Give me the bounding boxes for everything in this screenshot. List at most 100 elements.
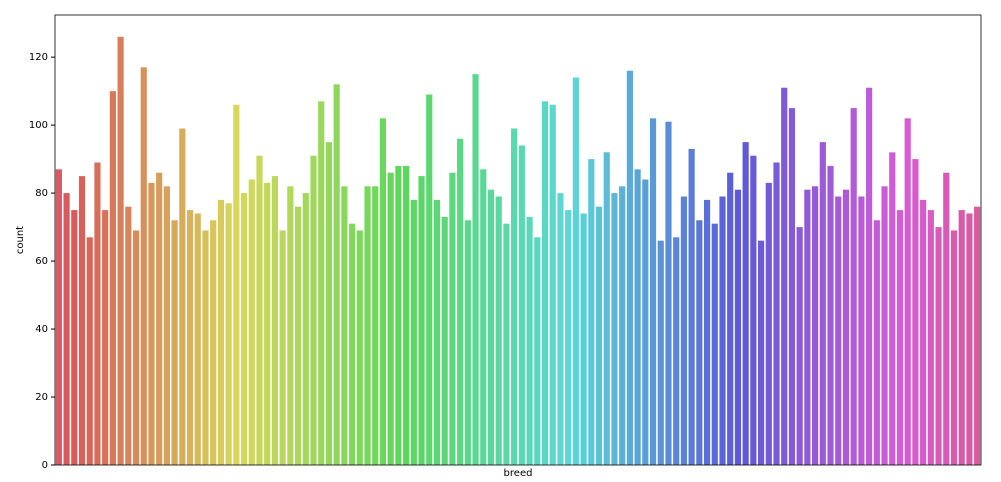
bar bbox=[271, 176, 279, 465]
bar bbox=[719, 196, 726, 465]
bar bbox=[842, 189, 850, 466]
bar bbox=[318, 101, 325, 465]
bar bbox=[194, 213, 201, 465]
bar bbox=[487, 189, 495, 466]
bar bbox=[294, 206, 302, 466]
bar bbox=[441, 216, 448, 465]
bar bbox=[426, 94, 433, 465]
bar bbox=[349, 223, 356, 465]
bar bbox=[549, 104, 556, 466]
bar bbox=[896, 210, 904, 465]
bar bbox=[395, 165, 402, 465]
bar bbox=[117, 36, 124, 466]
bar bbox=[565, 210, 572, 465]
bar bbox=[248, 179, 255, 465]
y-tick-label: 40 bbox=[35, 324, 48, 335]
bar bbox=[657, 240, 664, 465]
bar bbox=[943, 172, 950, 466]
bar bbox=[55, 169, 62, 466]
bar bbox=[734, 189, 742, 466]
bar bbox=[179, 128, 186, 465]
y-tick-label: 0 bbox=[42, 460, 48, 471]
bar bbox=[819, 142, 826, 465]
bar bbox=[580, 213, 587, 465]
y-axis-label: count bbox=[15, 226, 26, 254]
bar bbox=[94, 162, 101, 465]
bar bbox=[410, 199, 417, 465]
bar bbox=[356, 230, 363, 465]
bar bbox=[634, 169, 641, 466]
bar bbox=[873, 220, 880, 465]
bar bbox=[148, 182, 155, 465]
bar bbox=[827, 165, 834, 465]
bar bbox=[866, 87, 873, 466]
bar bbox=[387, 172, 394, 466]
bar bbox=[63, 193, 70, 465]
bar bbox=[225, 203, 232, 466]
bar bbox=[264, 182, 271, 465]
bar bbox=[912, 159, 919, 465]
plot-frame bbox=[54, 14, 982, 466]
bar bbox=[696, 220, 703, 465]
bar bbox=[850, 108, 857, 465]
bar bbox=[788, 108, 796, 465]
bar bbox=[302, 193, 309, 465]
bar bbox=[781, 87, 788, 466]
y-tick-label: 120 bbox=[29, 52, 48, 63]
bar bbox=[881, 186, 888, 466]
bar bbox=[364, 186, 371, 466]
bar bbox=[757, 240, 765, 465]
bar bbox=[472, 74, 479, 465]
bar bbox=[186, 210, 194, 465]
bar bbox=[325, 142, 333, 465]
bar bbox=[233, 104, 240, 466]
bar bbox=[418, 176, 425, 465]
bar bbox=[742, 142, 749, 465]
bar bbox=[86, 237, 93, 465]
bar bbox=[796, 227, 803, 465]
bar bbox=[518, 145, 525, 465]
bar bbox=[125, 206, 132, 466]
y-tick-label: 20 bbox=[35, 392, 48, 403]
bar bbox=[526, 216, 533, 465]
bar bbox=[379, 118, 387, 465]
bar bbox=[904, 118, 911, 465]
bar bbox=[572, 77, 579, 465]
bar bbox=[603, 152, 610, 466]
bar bbox=[71, 210, 78, 465]
bar bbox=[619, 186, 626, 466]
bar bbox=[935, 227, 942, 465]
bar bbox=[950, 230, 958, 465]
bar bbox=[557, 193, 564, 465]
bar bbox=[310, 155, 317, 466]
bar bbox=[688, 148, 695, 465]
bar bbox=[958, 210, 965, 465]
bar bbox=[279, 230, 286, 465]
bar bbox=[511, 128, 518, 465]
bar bbox=[974, 206, 981, 466]
bar bbox=[503, 223, 510, 465]
bar bbox=[541, 101, 549, 465]
bar bbox=[78, 176, 86, 465]
bar bbox=[835, 196, 842, 465]
bar bbox=[449, 172, 456, 466]
bar bbox=[927, 210, 934, 465]
bar bbox=[812, 186, 819, 466]
x-axis-label: breed bbox=[504, 468, 533, 478]
y-tick-label: 80 bbox=[35, 188, 48, 199]
y-tick-label: 100 bbox=[29, 120, 48, 131]
bar bbox=[750, 155, 757, 466]
bar bbox=[680, 196, 687, 465]
bar bbox=[403, 165, 410, 465]
y-tick-label: 60 bbox=[35, 256, 48, 267]
bar bbox=[727, 172, 734, 466]
bar bbox=[341, 186, 348, 466]
bar bbox=[132, 230, 140, 465]
bar bbox=[217, 199, 224, 465]
bar bbox=[464, 220, 471, 465]
bar bbox=[102, 210, 109, 465]
bar bbox=[642, 179, 649, 465]
bar bbox=[804, 189, 811, 466]
bar bbox=[457, 138, 464, 466]
